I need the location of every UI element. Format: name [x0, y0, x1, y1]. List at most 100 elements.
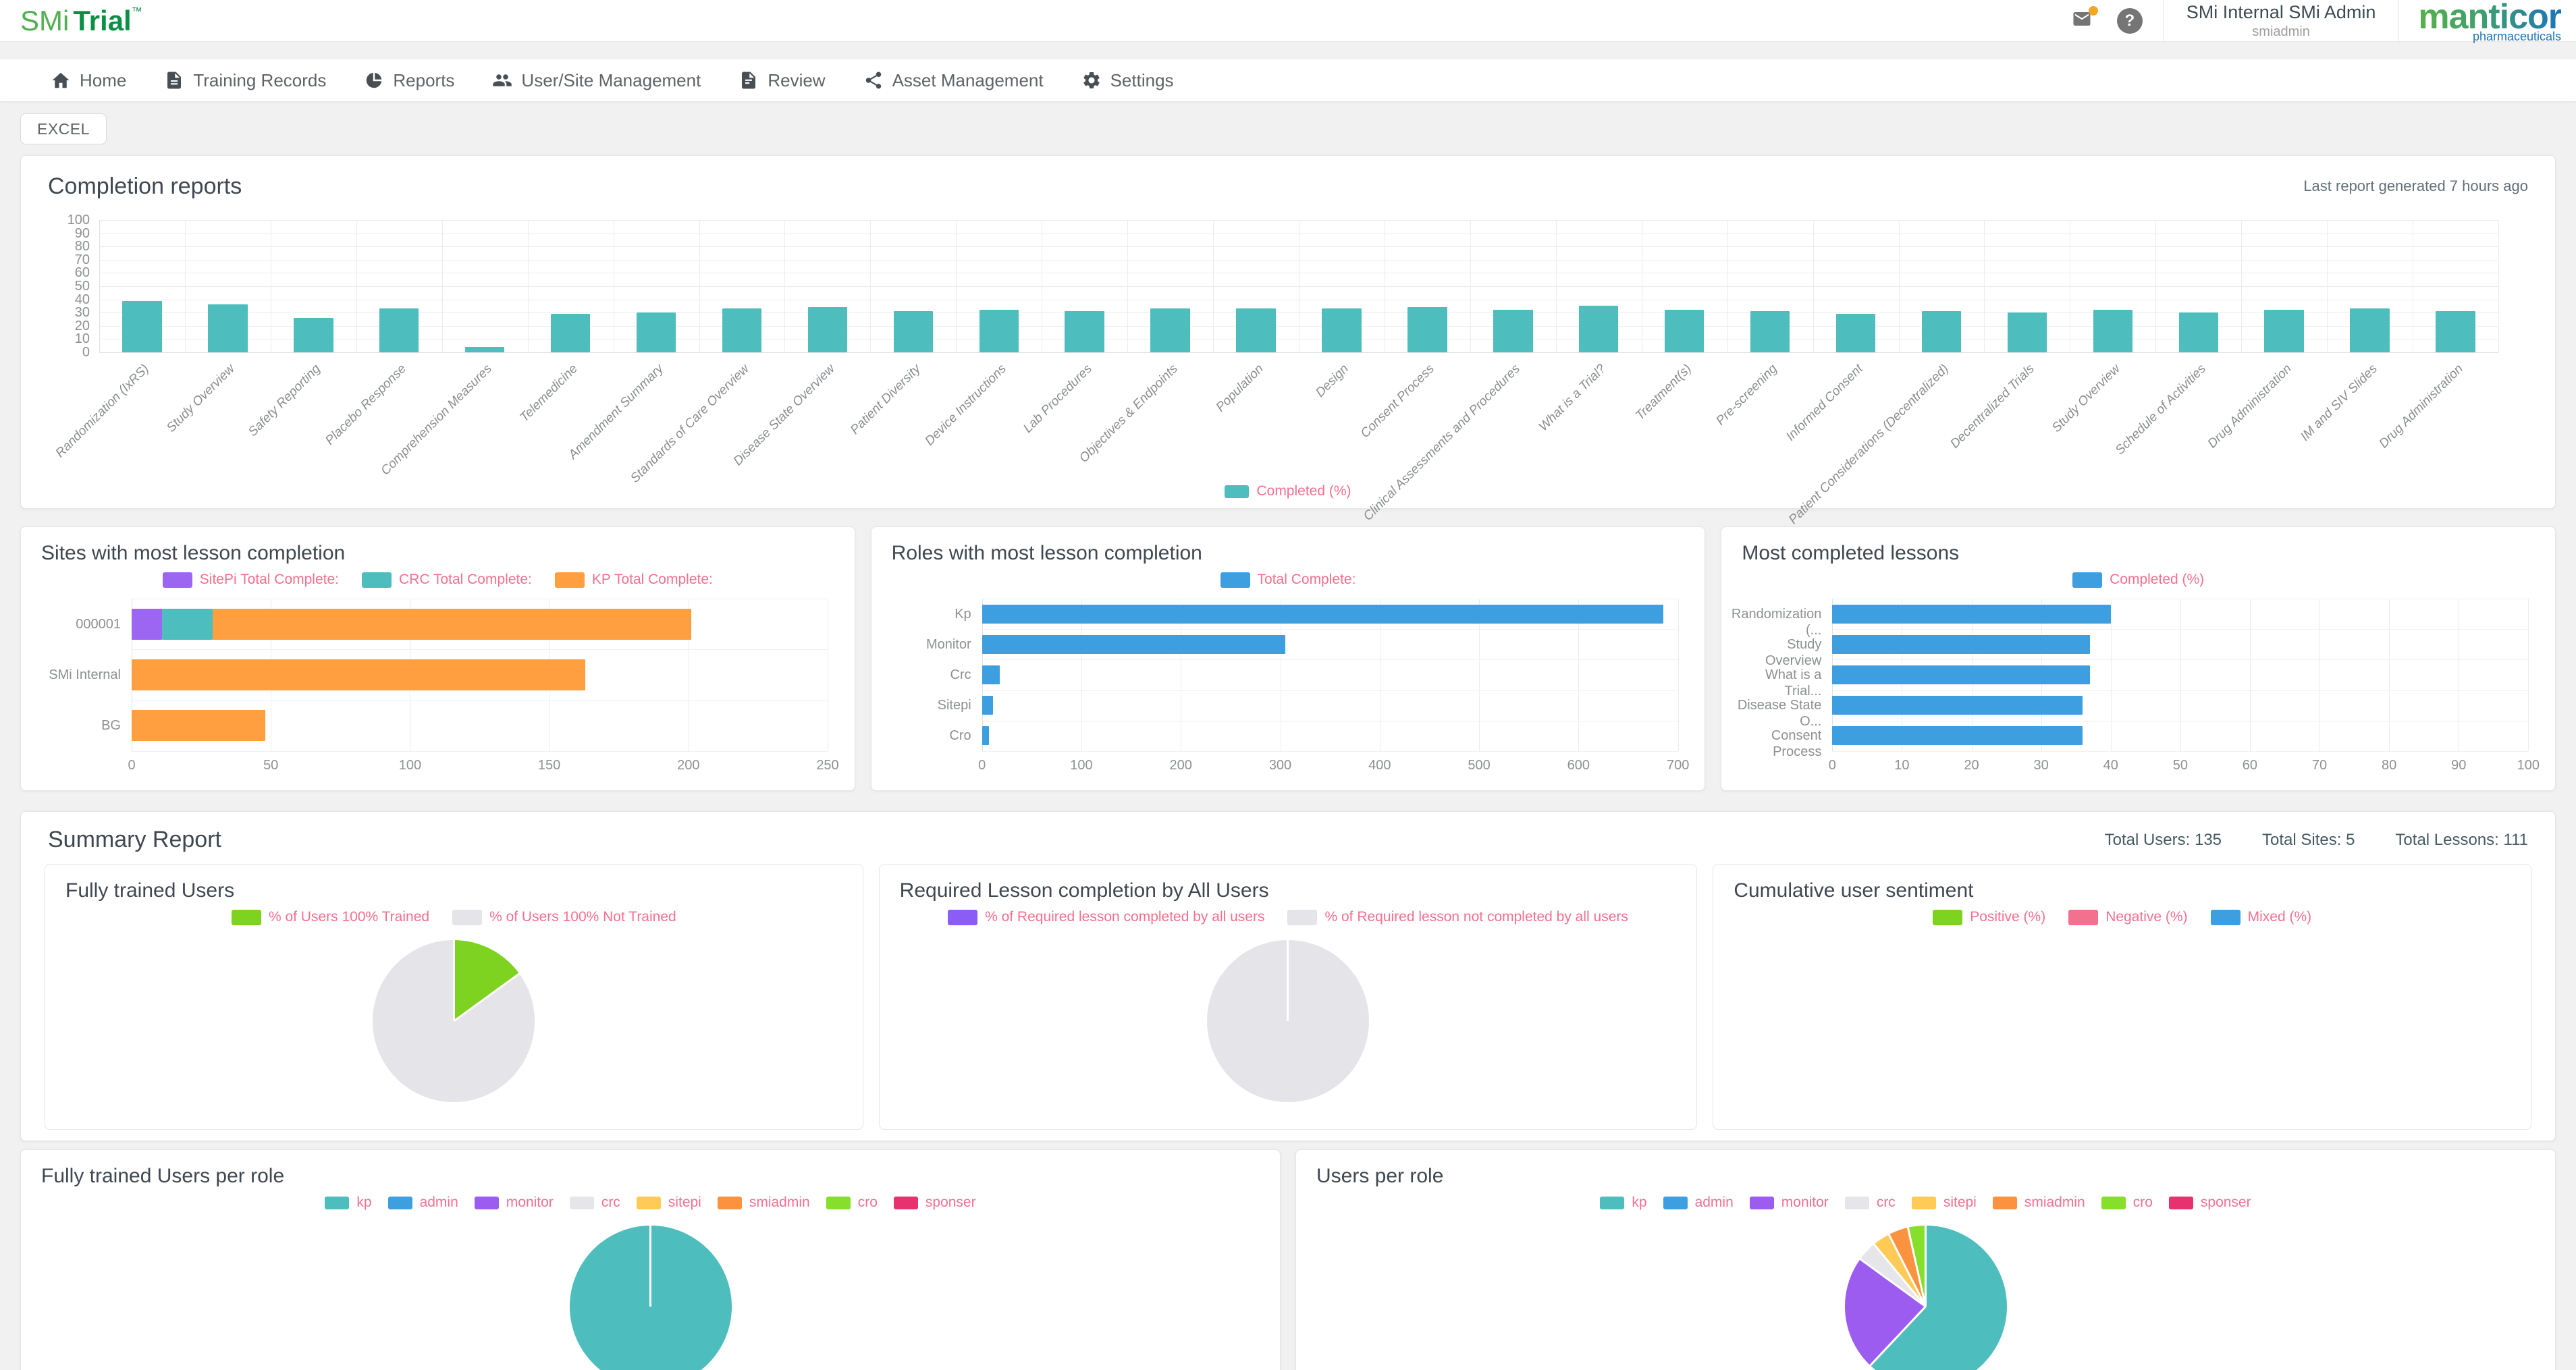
- pie-chart: [1844, 1226, 2007, 1370]
- legend-swatch: [325, 1196, 350, 1209]
- completion-reports-panel: Completion reports Last report generated…: [20, 155, 2556, 527]
- x-tick-label: Placebo Response: [323, 362, 410, 448]
- y-tick-label: 70: [74, 252, 90, 267]
- bar: [1150, 308, 1190, 352]
- x-tick-label: 90: [2451, 758, 2467, 773]
- nav-item-review[interactable]: Review: [739, 70, 826, 91]
- bar: [1832, 696, 2083, 715]
- y-tick-label: 30: [74, 305, 90, 321]
- legend-label: kp: [1632, 1195, 1647, 1210]
- bar: [1835, 314, 1876, 352]
- legend-swatch: [1225, 485, 1250, 498]
- bar: [122, 300, 162, 352]
- completion-reports-chart: 0 10 20 30 40 50 60 70 80 90 100 Randomization (IxR…: [48, 204, 2528, 527]
- nav-item-label: Settings: [1110, 70, 1174, 90]
- category-label: BG: [101, 718, 121, 734]
- total-users: Total Users: 135: [2104, 830, 2222, 849]
- bar: [982, 634, 1285, 654]
- ft-per-role-legend: kp admin monitor crc sitepi smiadmin cro sponse…: [21, 1188, 1280, 1217]
- nav-item-label: Asset Management: [892, 70, 1044, 90]
- fully-trained-users-per-role-panel: Fully trained Users per role kp admin moni…: [20, 1149, 1281, 1370]
- training-records-icon: [164, 70, 184, 90]
- bar: [132, 659, 586, 690]
- bar: [1832, 665, 2090, 684]
- legend-swatch: [362, 572, 392, 588]
- x-tick-label: 50: [263, 758, 279, 773]
- y-tick-label: 80: [74, 239, 90, 254]
- bar: [1832, 604, 2111, 624]
- bar: [379, 308, 419, 352]
- x-tick-label: 30: [2033, 758, 2049, 773]
- bar: [294, 318, 333, 352]
- category-label: SMi Internal: [49, 667, 121, 682]
- pie-chart: [569, 1226, 732, 1370]
- legend-label: sitepi: [668, 1195, 701, 1210]
- excel-export-button[interactable]: EXCEL: [20, 113, 107, 144]
- pie-chart: [373, 940, 535, 1102]
- bar: [1579, 306, 1619, 352]
- total-lessons: Total Lessons: 111: [2395, 830, 2528, 849]
- legend-label: sponser: [2200, 1195, 2251, 1210]
- nav-item-settings[interactable]: Settings: [1081, 70, 1174, 91]
- legend-item: Completed (%): [2072, 572, 2204, 588]
- logo-trial: Trial: [73, 4, 132, 36]
- x-tick-label: 10: [1894, 758, 1910, 773]
- bar: [2007, 312, 2047, 352]
- nav-item-training-records[interactable]: Training Records: [164, 70, 326, 91]
- x-tick-label: 20: [1964, 758, 1979, 773]
- x-tick-label: Safety Reporting: [246, 362, 324, 439]
- bar: [2436, 311, 2475, 352]
- help-button[interactable]: ?: [2116, 7, 2143, 34]
- sites-most-lesson-completion-panel: Sites with most lesson completion SitePi…: [20, 526, 855, 791]
- nav-item-user-site-management[interactable]: User/Site Management: [492, 70, 701, 91]
- legend-item: sponser: [893, 1195, 976, 1211]
- legend-label: cro: [857, 1195, 878, 1210]
- x-tick-label: 0: [978, 758, 986, 773]
- user-role: smiadmin: [2252, 24, 2310, 39]
- legend-swatch: [1287, 909, 1318, 925]
- legend-swatch: [717, 1196, 742, 1209]
- user-name: SMi Internal SMi Admin: [2186, 1, 2376, 22]
- legend-item: Negative (%): [2068, 909, 2188, 925]
- legend-label: SitePi Total Complete:: [199, 572, 339, 587]
- bar: [722, 308, 762, 352]
- sites-chart-legend: SitePi Total Complete: CRC Total Complete…: [21, 565, 855, 595]
- legend-swatch: [162, 572, 192, 588]
- lessons-chart-legend: Completed (%): [1721, 565, 2555, 595]
- legend-label: kp: [356, 1195, 372, 1210]
- required-lesson-completion-panel: Required Lesson completion by All Users …: [878, 864, 1698, 1130]
- bar: [212, 608, 691, 640]
- x-tick-label: 250: [816, 758, 839, 773]
- nav-item-asset-management[interactable]: Asset Management: [863, 70, 1044, 91]
- x-tick-label: 0: [128, 758, 136, 773]
- legend-item: sitepi: [1911, 1195, 1977, 1211]
- legend-label: Completed (%): [1256, 483, 1351, 499]
- user-menu[interactable]: SMi Internal SMi Admin smiadmin: [2162, 0, 2400, 44]
- pie-slice-divider: [1925, 1226, 1927, 1307]
- legend-item: kp: [325, 1195, 372, 1211]
- x-tick-label: 0: [1828, 758, 1836, 773]
- legend-swatch: [1663, 1196, 1688, 1209]
- legend-label: smiadmin: [2024, 1195, 2085, 1210]
- bar: [982, 665, 1000, 684]
- asset-management-icon: [863, 70, 884, 90]
- panel-title: Summary Report: [48, 827, 221, 852]
- bar: [807, 307, 848, 352]
- pie-chart: [1206, 940, 1369, 1102]
- nav-item-reports[interactable]: Reports: [364, 70, 454, 91]
- y-tick-label: 0: [82, 345, 90, 360]
- legend-swatch: [2101, 1196, 2126, 1209]
- pie-slice-divider: [1869, 1305, 1927, 1367]
- x-tick-label: Decentralized Trials: [1948, 362, 2037, 451]
- legend-swatch: [893, 1196, 918, 1209]
- mail-button[interactable]: [2064, 5, 2099, 34]
- legend-item: cro: [2101, 1195, 2153, 1211]
- x-tick-label: 50: [2172, 758, 2188, 773]
- category-label: Study Overview: [1765, 636, 1822, 668]
- legend-item: % of Users 100% Not Trained: [452, 909, 676, 925]
- most-completed-lessons-panel: Most completed lessons Completed (%) 0 10…: [1721, 526, 2556, 791]
- bar: [982, 696, 993, 715]
- bar: [979, 310, 1019, 352]
- roles-chart-legend: Total Complete:: [871, 565, 1705, 595]
- nav-item-home[interactable]: Home: [51, 70, 126, 91]
